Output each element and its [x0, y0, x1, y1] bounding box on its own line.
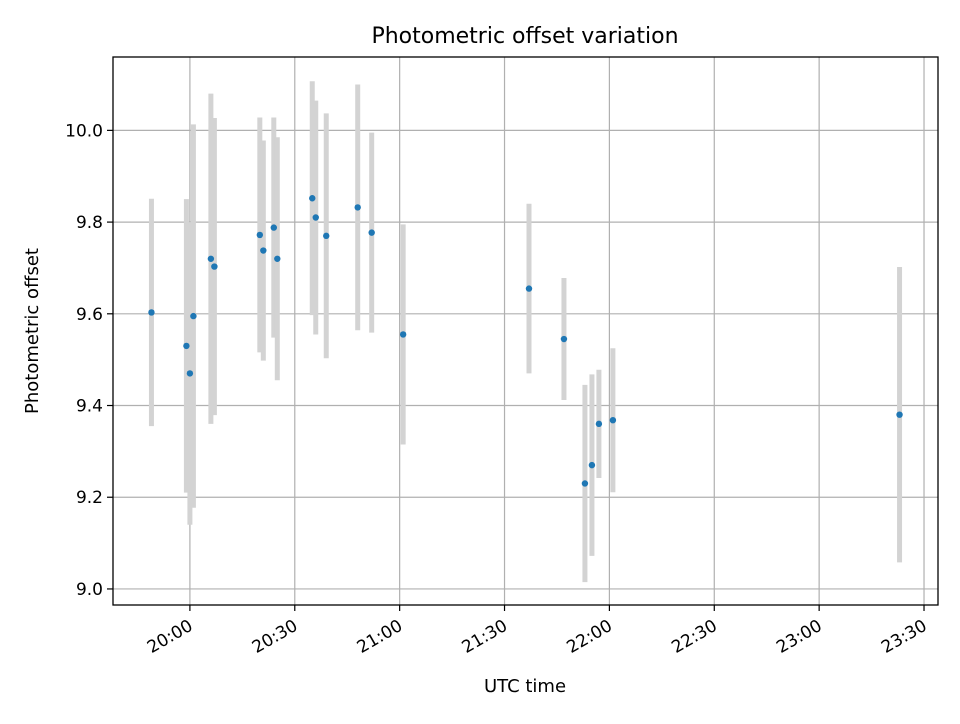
data-point [525, 285, 533, 292]
y-tick-label: 10.0 [65, 121, 103, 141]
chart-title: Photometric offset variation [371, 24, 678, 49]
data-point [609, 416, 617, 424]
y-axis-ticks: 9.0 9.2 9.4 9.6 9.8 10.0 [65, 121, 113, 600]
data-point [560, 335, 568, 343]
data-point [896, 411, 903, 418]
data-point [368, 229, 375, 236]
data-point [186, 370, 194, 377]
data-point [190, 312, 197, 320]
data-point [270, 224, 278, 231]
data-point [581, 480, 589, 487]
data-point [260, 247, 267, 254]
data-point [588, 461, 596, 469]
grid [113, 57, 938, 605]
data-point [207, 255, 215, 262]
data-point [274, 255, 281, 262]
y-tick-label: 9.2 [76, 488, 103, 508]
data-point [211, 263, 218, 270]
plot-frame [112, 56, 939, 606]
data-point [256, 231, 264, 239]
data-point [312, 214, 319, 221]
y-axis-label: Photometric offset [22, 248, 43, 414]
data-point [399, 331, 407, 338]
x-axis-label: UTC time [484, 676, 566, 697]
data-point [595, 420, 603, 428]
y-tick-label: 9.4 [76, 397, 103, 417]
y-tick-label: 9.6 [76, 305, 103, 325]
data-point [354, 204, 361, 211]
data-point [323, 232, 330, 240]
data-point [183, 342, 190, 350]
y-tick-label: 9.8 [76, 213, 103, 233]
y-tick-label: 9.0 [76, 580, 103, 600]
data-point [148, 309, 155, 316]
data-points [148, 195, 903, 487]
data-point [309, 195, 316, 202]
